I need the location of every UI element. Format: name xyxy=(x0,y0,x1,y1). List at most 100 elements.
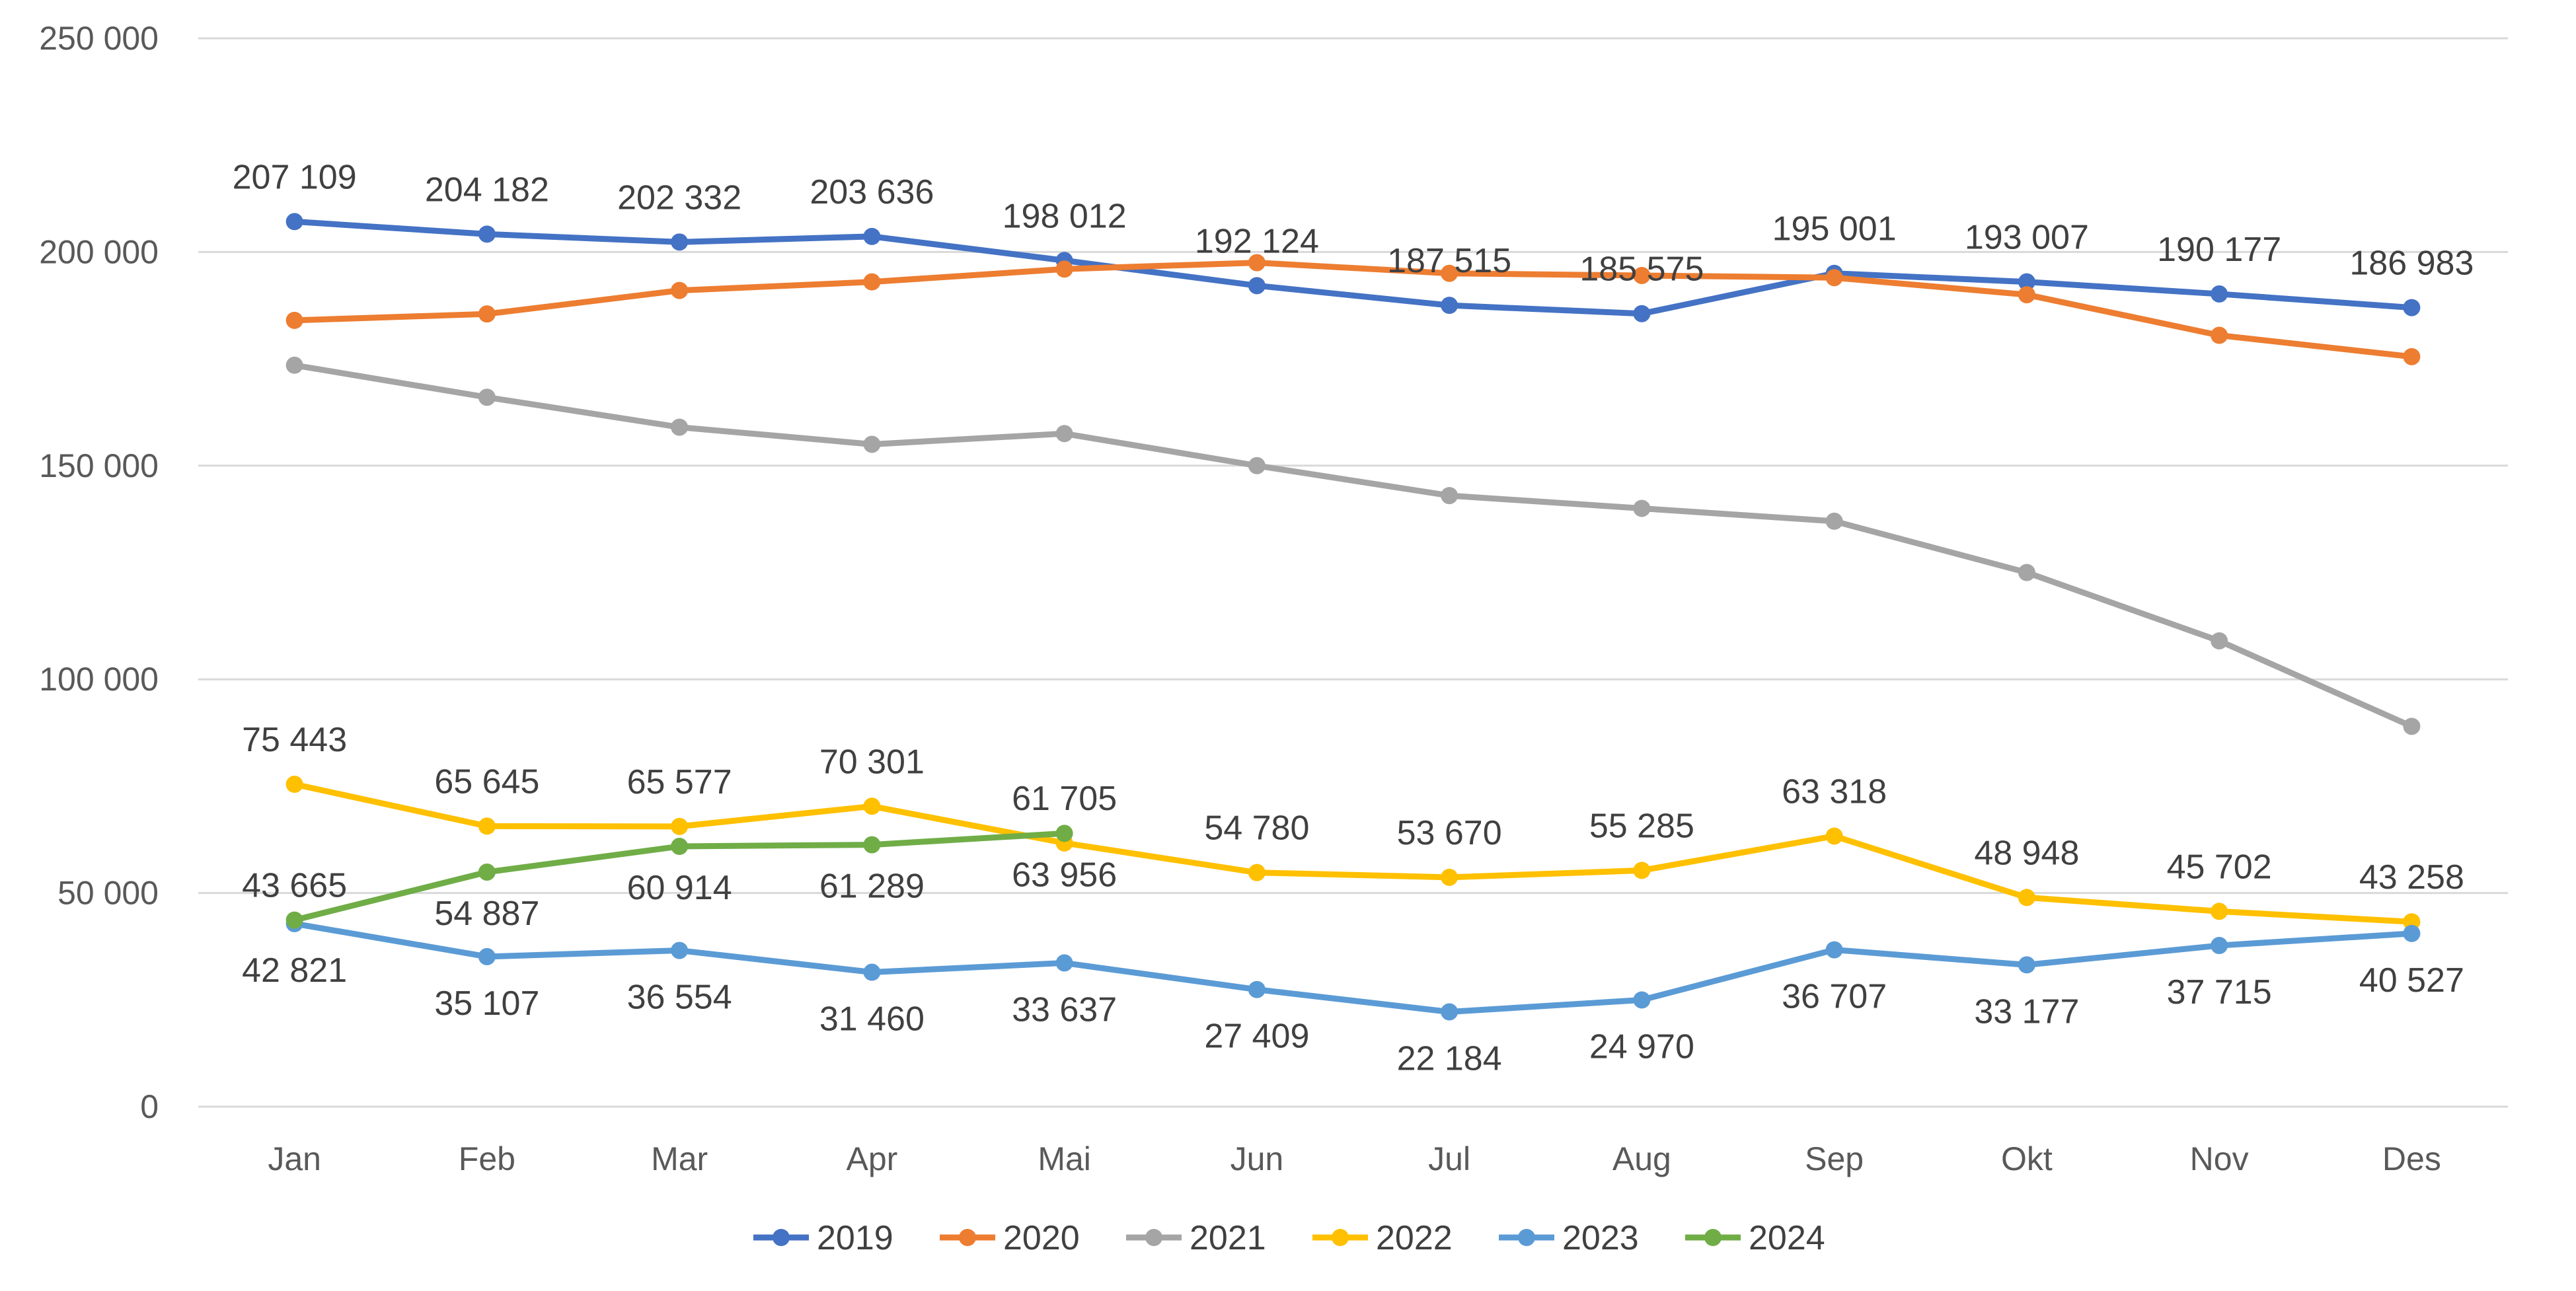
series-2022 xyxy=(285,776,2421,931)
data-point-2020 xyxy=(1248,254,1266,272)
data-label-2022: 61 705 xyxy=(1012,780,1117,818)
data-point-2024 xyxy=(863,836,881,854)
data-labels: 207 109 204 182 202 332 203 636 198 012 192 1… xyxy=(233,158,2474,1078)
data-label-2023: 24 970 xyxy=(1589,1027,1694,1066)
data-point-2023 xyxy=(1825,941,1843,959)
data-label-2022: 45 702 xyxy=(2167,848,2272,886)
x-tick-label: Mar xyxy=(651,1140,708,1177)
data-point-2020 xyxy=(1441,264,1458,282)
data-label-2024: 60 914 xyxy=(627,869,732,907)
data-point-2023 xyxy=(2403,924,2421,942)
data-point-2021 xyxy=(2211,632,2228,649)
legend-swatch-marker xyxy=(1704,1229,1722,1246)
data-point-2020 xyxy=(285,311,303,329)
y-tick-label: 100 000 xyxy=(39,661,159,698)
data-point-2021 xyxy=(1248,457,1266,474)
data-label-2022: 48 948 xyxy=(1974,834,2079,872)
data-point-2022 xyxy=(285,776,303,793)
data-label-2024: 43 665 xyxy=(242,867,347,905)
data-point-2022 xyxy=(478,817,496,835)
data-label-2019: 185 575 xyxy=(1579,250,1704,289)
legend-label: 2023 xyxy=(1562,1219,1639,1257)
data-label-2022: 70 301 xyxy=(819,743,925,781)
legend-label: 2022 xyxy=(1376,1219,1453,1257)
legend-item-2021: 2021 xyxy=(1126,1219,1266,1257)
data-point-2021 xyxy=(2403,718,2421,735)
data-label-2019: 204 182 xyxy=(425,170,549,209)
x-tick-label: Sep xyxy=(1805,1140,1864,1177)
legend-item-2019: 2019 xyxy=(753,1219,893,1257)
legend-item-2022: 2022 xyxy=(1312,1219,1453,1257)
data-label-2022: 53 670 xyxy=(1397,814,1502,852)
data-point-2019 xyxy=(671,233,689,251)
x-tick-label: Jul xyxy=(1428,1140,1470,1177)
y-tick-label: 250 000 xyxy=(39,20,159,57)
data-label-2022: 65 645 xyxy=(434,762,539,801)
data-point-2023 xyxy=(478,947,496,965)
data-label-2023: 22 184 xyxy=(1397,1040,1502,1078)
data-point-2023 xyxy=(1633,991,1651,1009)
legend-label: 2021 xyxy=(1190,1219,1266,1257)
x-tick-label: Jun xyxy=(1231,1140,1284,1177)
data-label-2019: 186 983 xyxy=(2349,244,2474,283)
x-tick-label: Aug xyxy=(1612,1140,1671,1177)
data-point-2022 xyxy=(1248,864,1266,881)
data-point-2022 xyxy=(671,817,689,835)
data-point-2020 xyxy=(1633,266,1651,284)
x-tick-label: Okt xyxy=(2001,1140,2053,1177)
legend-swatch-marker xyxy=(1145,1229,1162,1246)
data-point-2021 xyxy=(285,356,303,374)
data-label-2024: 61 289 xyxy=(819,867,925,906)
y-tick-label: 200 000 xyxy=(39,233,159,270)
data-point-2020 xyxy=(1055,260,1073,278)
data-label-2023: 35 107 xyxy=(434,984,539,1023)
data-label-2024: 54 887 xyxy=(434,895,539,933)
series-2020 xyxy=(285,254,2421,365)
data-label-2023: 33 177 xyxy=(1974,992,2079,1031)
data-point-2021 xyxy=(1441,487,1458,505)
legend-label: 2020 xyxy=(1003,1219,1080,1257)
legend-swatch-marker xyxy=(959,1229,976,1246)
data-point-2020 xyxy=(1825,269,1843,287)
data-point-2019 xyxy=(1248,277,1266,295)
data-point-2023 xyxy=(2018,956,2035,974)
legend-item-2024: 2024 xyxy=(1685,1219,1825,1257)
data-label-2022: 65 577 xyxy=(627,763,732,801)
series-line-2023 xyxy=(293,920,2412,1015)
legend-swatch-marker xyxy=(1518,1229,1535,1246)
data-point-2022 xyxy=(1825,827,1843,845)
data-point-2020 xyxy=(863,273,881,291)
series-line-2022 xyxy=(293,781,2412,925)
data-point-2019 xyxy=(1633,305,1651,322)
y-axis-ticks: 0 50 000 100 000 150 000 200 000 250 000 xyxy=(39,20,159,1125)
data-point-2024 xyxy=(671,838,689,856)
data-label-2019: 202 332 xyxy=(617,178,741,217)
x-axis-ticks: Jan Feb Mar Apr Mai Jun Jul Aug Sep Okt Nov Des xyxy=(268,1140,2441,1177)
series-2023 xyxy=(285,915,2421,1021)
data-label-2024: 63 956 xyxy=(1012,856,1117,894)
data-point-2021 xyxy=(1055,425,1073,443)
data-label-2023: 36 707 xyxy=(1782,978,1887,1016)
data-label-2022: 63 318 xyxy=(1782,772,1887,811)
y-tick-label: 50 000 xyxy=(57,875,159,912)
data-point-2020 xyxy=(478,305,496,323)
x-tick-label: Feb xyxy=(459,1140,515,1177)
series-2019 xyxy=(285,213,2421,322)
y-tick-label: 150 000 xyxy=(39,447,159,484)
x-tick-label: Nov xyxy=(2190,1140,2249,1177)
data-label-2023: 36 554 xyxy=(627,978,732,1017)
series-2021 xyxy=(285,356,2421,735)
y-tick-label: 0 xyxy=(140,1088,159,1125)
data-point-2023 xyxy=(1441,1003,1458,1021)
data-label-2019: 190 177 xyxy=(2157,231,2281,269)
data-point-2019 xyxy=(2403,299,2421,316)
data-point-2023 xyxy=(1248,980,1266,998)
data-label-2019: 207 109 xyxy=(233,158,357,196)
data-point-2024 xyxy=(478,863,496,881)
data-point-2022 xyxy=(1441,868,1458,886)
data-point-2020 xyxy=(2211,326,2228,344)
data-label-2023: 33 637 xyxy=(1012,990,1117,1029)
data-label-2019: 195 001 xyxy=(1772,210,1897,248)
data-label-2023: 37 715 xyxy=(2167,973,2272,1012)
